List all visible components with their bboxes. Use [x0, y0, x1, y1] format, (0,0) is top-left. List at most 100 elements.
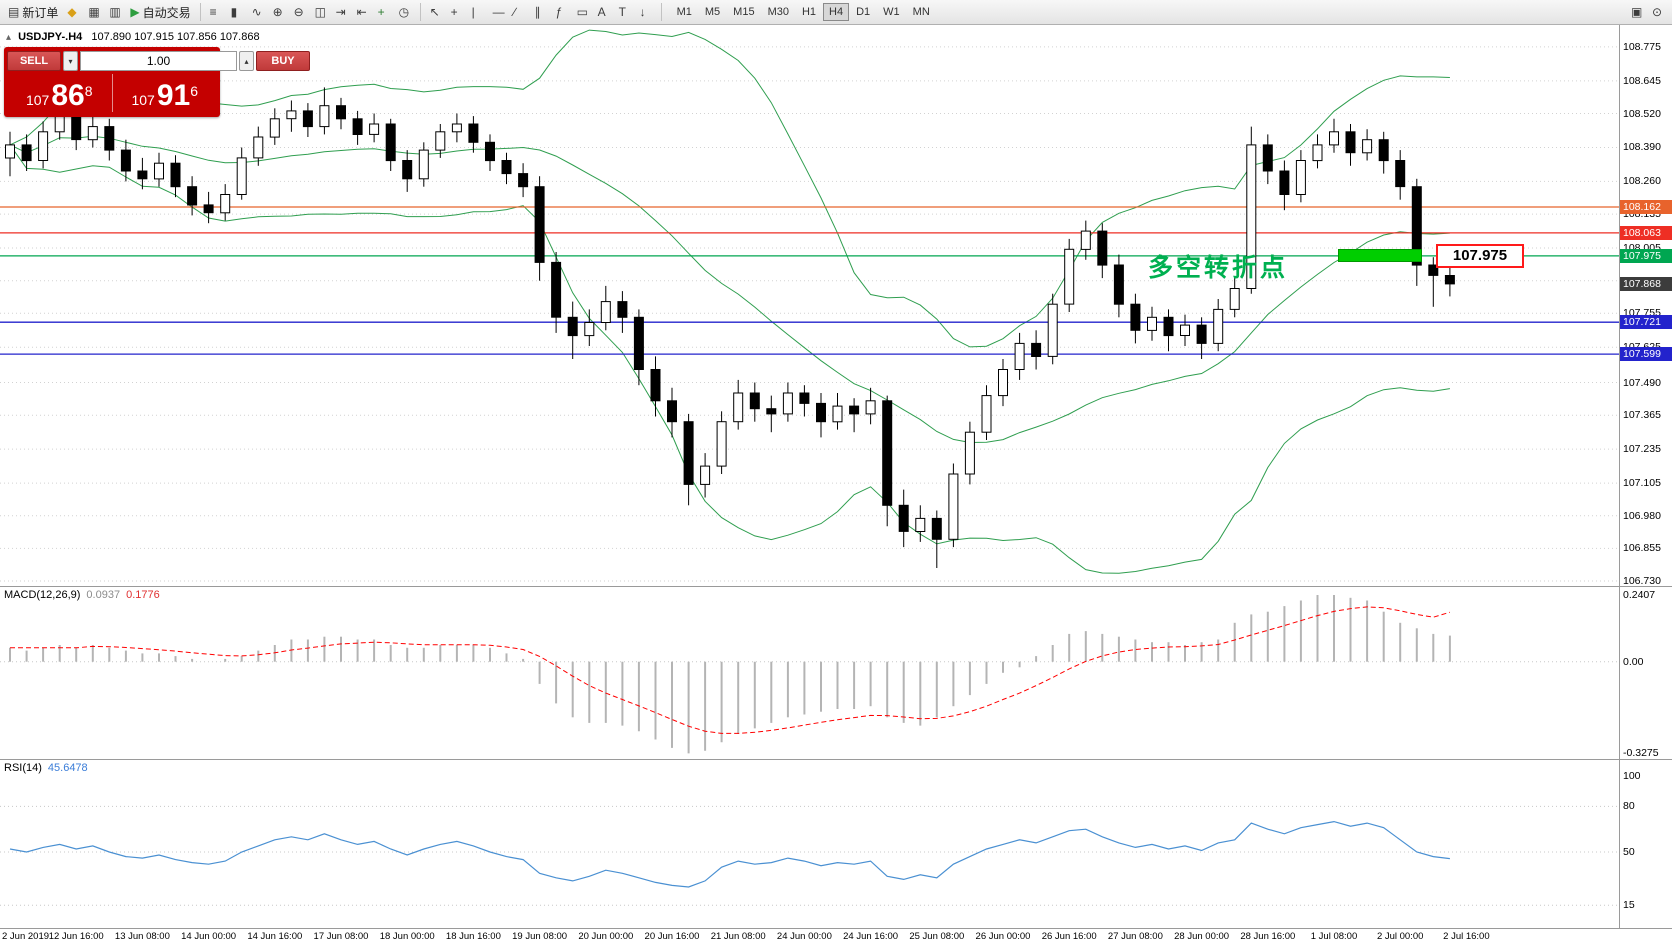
label-icon[interactable]: T [615, 2, 635, 22]
tf-m30-button[interactable]: M30 [762, 3, 795, 21]
price-badge: 108.063 [1620, 225, 1672, 240]
new-order-button[interactable]: ▤ 新订单 [4, 2, 62, 22]
arrows-icon[interactable]: ↓ [636, 2, 656, 22]
time-tick-label: 12 Jun 16:00 [48, 931, 104, 942]
macd-name: MACD(12,26,9) [4, 589, 81, 601]
line-chart-icon-glyph: ∿ [251, 5, 262, 19]
search-icon[interactable]: ⊙ [1648, 2, 1668, 22]
channel-icon-glyph: ∥ [534, 5, 541, 19]
autotrading-button[interactable]: ▶ 自动交易 [126, 2, 194, 22]
chart-shift-icon[interactable]: ⇤ [353, 2, 373, 22]
axis-tick-label: 80 [1623, 800, 1635, 813]
axis-tick-label: 108.390 [1623, 141, 1661, 154]
trendline-icon[interactable]: ∕ [510, 2, 530, 22]
autotrading-glyph: ▶ [130, 5, 140, 19]
axis-tick-label: 106.980 [1623, 509, 1661, 522]
axis-tick-label: 0.00 [1623, 655, 1644, 668]
ohlc-values: 107.890 107.915 107.856 107.868 [91, 31, 260, 43]
sell-price-sup: 8 [84, 83, 93, 99]
macd-scale[interactable]: 0.2407 0.00 -0.3275 [1619, 587, 1672, 760]
axis-tick-label: 100 [1623, 770, 1641, 782]
profiles-icon[interactable]: ▥ [105, 2, 125, 22]
volume-decrease-button[interactable]: ▾ [63, 51, 78, 71]
axis-tick-label: 15 [1623, 899, 1635, 912]
sell-price[interactable]: 107 86 8 [7, 81, 112, 114]
auto-scroll-icon-glyph: ⇥ [335, 5, 346, 19]
zoom-in-icon[interactable]: ⊕ [269, 2, 289, 22]
tf-mn-button[interactable]: MN [907, 3, 936, 21]
one-click-panel-toggle-icon[interactable]: ▴ [6, 32, 12, 43]
macd-canvas[interactable] [0, 587, 1619, 765]
charts-window-icon[interactable]: ▦ [84, 2, 104, 22]
tf-h1-button[interactable]: H1 [796, 3, 822, 21]
text-icon[interactable]: A [594, 2, 614, 22]
vertical-line-icon-glyph: | [471, 5, 475, 19]
time-tick-label: 2 Jul 00:00 [1376, 931, 1424, 942]
buy-button[interactable]: BUY [256, 51, 310, 71]
axis-tick-label: 108.645 [1623, 74, 1661, 87]
toolbar-separator [419, 3, 421, 21]
volume-increase-button[interactable]: ▴ [239, 51, 254, 71]
volume-input[interactable] [80, 51, 237, 71]
tf-m15-button[interactable]: M15 [727, 3, 760, 21]
tf-m5-button[interactable]: M5 [699, 3, 726, 21]
bar-chart-icon-glyph: ≡ [209, 5, 217, 19]
indicators-icon-glyph: + [377, 5, 385, 19]
profiles-icon-glyph: ▥ [109, 5, 121, 19]
cursor-icon[interactable]: ↖ [426, 2, 446, 22]
new-order-button-label: 新订单 [22, 5, 59, 20]
horizontal-line-icon-glyph: — [492, 5, 505, 19]
vertical-line-icon[interactable]: | [468, 2, 488, 22]
rsi-scale[interactable]: 100 80 50 15 [1619, 760, 1672, 929]
shapes-icon[interactable]: ▭ [573, 2, 593, 22]
indicators-icon[interactable]: + [374, 2, 394, 22]
sell-button[interactable]: SELL [7, 51, 61, 71]
time-tick-label: 26 Jun 00:00 [975, 931, 1031, 942]
buy-price[interactable]: 107 91 6 [113, 81, 218, 114]
bid-ask-display: 107 86 8 107 91 6 [7, 72, 217, 114]
time-tick-label: 17 Jun 08:00 [313, 931, 369, 942]
time-tick-label: 24 Jun 16:00 [843, 931, 899, 942]
chart-annotation-text[interactable]: 多空转折点 [1148, 254, 1289, 282]
channel-icon[interactable]: ∥ [531, 2, 551, 22]
periods-icon[interactable]: ◷ [395, 2, 415, 22]
horizontal-line-icon[interactable]: — [489, 2, 509, 22]
time-tick-label: 28 Jun 16:00 [1240, 931, 1296, 942]
mql-community-icon[interactable]: ◆ [63, 2, 83, 22]
highlight-rectangle-object[interactable] [1338, 249, 1422, 263]
candlestick-chart-icon[interactable]: ▮ [227, 2, 247, 22]
line-chart-icon[interactable]: ∿ [248, 2, 268, 22]
fibonacci-icon[interactable]: ƒ [552, 2, 572, 22]
main-chart-canvas[interactable] [0, 25, 1619, 591]
time-tick-label: 24 Jun 00:00 [776, 931, 832, 942]
crosshair-icon[interactable]: + [447, 2, 467, 22]
axis-tick-label: 106.855 [1623, 542, 1661, 555]
toolbar-right-icons: ▣ ⊙ [1627, 2, 1668, 22]
tf-h4-button[interactable]: H4 [823, 3, 850, 21]
time-tick-label: 21 Jun 08:00 [710, 931, 766, 942]
chart-shift-icon-glyph: ⇤ [356, 5, 367, 19]
time-tick-label: 25 Jun 08:00 [909, 931, 965, 942]
zoom-in-icon-glyph: ⊕ [272, 5, 283, 19]
price-scale[interactable]: 108.775 108.645 108.520 108.390 108.260 108.1… [1619, 25, 1672, 587]
zoom-out-icon[interactable]: ⊖ [290, 2, 310, 22]
tf-d1-button[interactable]: D1 [850, 3, 876, 21]
cursor-icon-glyph: ↖ [429, 5, 440, 19]
new-chart-icon[interactable]: ▣ [1627, 2, 1647, 22]
rsi-canvas[interactable] [0, 760, 1619, 934]
price-callout-label[interactable]: 107.975 [1436, 243, 1524, 268]
time-scale[interactable]: 2 Jun 2019 12 Jun 16:00 13 Jun 08:00 14 Jun… [0, 928, 1672, 945]
buy-price-big: 91 [156, 79, 191, 112]
toolbar-separator [199, 3, 201, 21]
main-chart-panel: 108.775 108.645 108.520 108.390 108.260 108.1… [0, 25, 1672, 587]
time-tick-label: 14 Jun 16:00 [247, 931, 303, 942]
tile-windows-icon[interactable]: ◫ [311, 2, 331, 22]
tf-m1-button[interactable]: M1 [671, 3, 698, 21]
bar-chart-icon[interactable]: ≡ [206, 2, 226, 22]
axis-tick-label: 108.775 [1623, 40, 1661, 53]
auto-scroll-icon[interactable]: ⇥ [332, 2, 352, 22]
price-badge: 107.868 [1620, 276, 1672, 291]
rsi-header: RSI(14) 45.6478 [4, 762, 88, 774]
price-divider [111, 74, 113, 112]
tf-w1-button[interactable]: W1 [877, 3, 906, 21]
